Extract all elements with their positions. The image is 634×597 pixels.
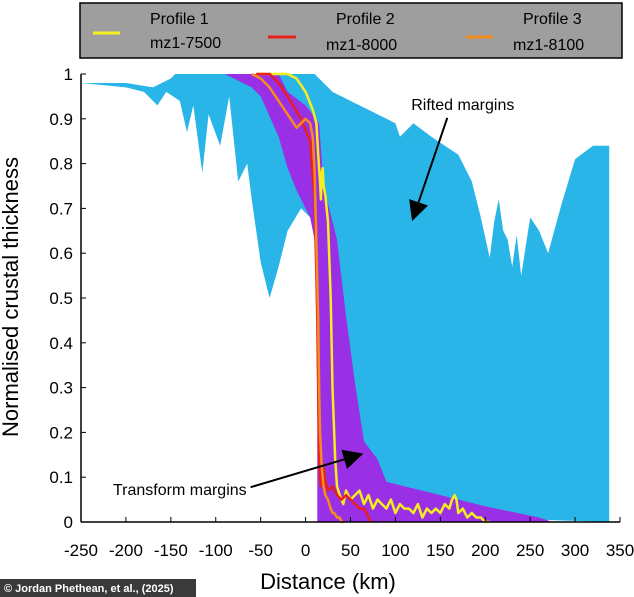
legend-label-profile-2: Profile 2 <box>336 11 395 28</box>
y-tick-label: 0.9 <box>49 110 73 129</box>
areas-layer <box>81 74 610 522</box>
y-tick-label: 0.7 <box>49 199 73 218</box>
y-tick-label: 0.1 <box>49 468 73 487</box>
y-tick-label: 0.5 <box>49 289 73 308</box>
legend-sublabel-profile-2: mz1-8000 <box>326 37 397 54</box>
rifted-margins-arrow <box>409 117 449 222</box>
x-tick-label: -50 <box>248 541 273 560</box>
copyright-text: © Jordan Phethean, et al., (2025) <box>4 583 174 595</box>
y-tick-label: 0.2 <box>49 423 73 442</box>
x-tick-label: -150 <box>154 541 188 560</box>
x-tick-label: 350 <box>606 541 634 560</box>
legend-box <box>79 2 623 59</box>
x-tick-label: 300 <box>561 541 589 560</box>
series-layer <box>251 72 490 524</box>
x-tick-label: 0 <box>301 541 310 560</box>
y-tick-label: 0.4 <box>49 334 73 353</box>
x-tick-label: -100 <box>199 541 233 560</box>
y-tick-label: 0.8 <box>49 155 73 174</box>
legend-sublabel-profile-1: mz1-7500 <box>150 35 221 52</box>
transform-margins-area <box>224 74 553 522</box>
legend-label-profile-1: Profile 1 <box>150 11 209 28</box>
copyright-badge: © Jordan Phethean, et al., (2025) <box>0 579 196 597</box>
legend-sublabel-profile-3: mz1-8100 <box>513 37 584 54</box>
y-tick-label: 1 <box>64 65 73 84</box>
rifted-margins-area <box>81 74 610 522</box>
y-axis-title: Normalised crustal thickness <box>0 157 23 437</box>
series-line-profile-3 <box>251 72 344 524</box>
x-tick-label: -250 <box>64 541 98 560</box>
x-tick-label: -200 <box>109 541 143 560</box>
legend-label-profile-3: Profile 3 <box>523 11 582 28</box>
x-tick-label: 50 <box>341 541 360 560</box>
x-tick-label: 200 <box>471 541 499 560</box>
transform-margins-annotation: Transform margins <box>113 482 247 499</box>
x-tick-label: 150 <box>426 541 454 560</box>
x-tick-label: 100 <box>381 541 409 560</box>
y-tick-label: 0.6 <box>49 244 73 263</box>
y-tick-label: 0 <box>64 513 73 532</box>
legend: Profile 1 mz1-7500 Profile 2 mz1-8000 Pr… <box>79 2 623 59</box>
rifted-margins-annotation: Rifted margins <box>411 97 514 114</box>
transform-margins-arrow <box>250 449 364 489</box>
x-tick-label: 250 <box>516 541 544 560</box>
y-tick-label: 0.3 <box>49 379 73 398</box>
copyright-background <box>0 579 196 597</box>
series-line-profile-1 <box>256 72 490 524</box>
axes-layer: -250 -200 -150 -100 -50 0 50 100 150 200 250 300 350… <box>49 65 634 560</box>
x-axis-title: Distance (km) <box>260 569 396 594</box>
annotations-layer: Rifted margins Transform margins <box>113 97 514 499</box>
